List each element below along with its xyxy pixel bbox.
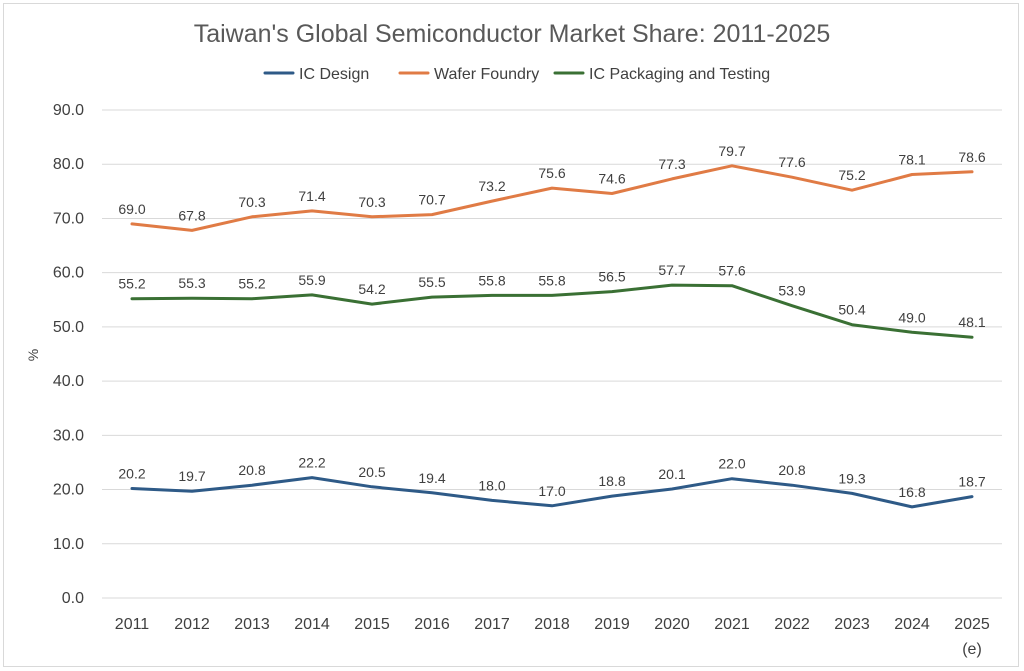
data-label: 70.7 — [418, 192, 445, 208]
data-label: 22.0 — [718, 456, 745, 472]
data-label: 77.6 — [778, 154, 805, 170]
y-tick-label: 10.0 — [53, 536, 84, 553]
data-label: 19.3 — [838, 470, 865, 486]
data-label: 20.5 — [358, 464, 385, 480]
data-label: 20.8 — [238, 462, 265, 478]
data-label: 16.8 — [898, 484, 925, 500]
data-label: 71.4 — [298, 188, 325, 204]
legend-label: Wafer Foundry — [434, 66, 539, 83]
data-label: 57.7 — [658, 262, 685, 278]
x-tick-label: 2016 — [414, 616, 450, 633]
y-tick-label: 30.0 — [53, 427, 84, 444]
data-label: 77.3 — [658, 156, 685, 172]
x-tick-label: 2025 — [954, 616, 990, 633]
y-axis-ticks: 0.0 10.0 20.0 30.0 40.0 50.0 60.0 70.0 80.0 90.0 — [53, 102, 84, 607]
gridlines — [102, 109, 1002, 599]
data-label: 56.5 — [598, 269, 625, 285]
legend: IC Design Wafer Foundry IC Packaging and T… — [263, 66, 770, 83]
data-label: 50.4 — [838, 302, 865, 318]
x-tick-label: 2012 — [174, 616, 210, 633]
legend-label: IC Design — [299, 66, 369, 83]
data-label: 70.3 — [238, 194, 265, 210]
data-label: 18.8 — [598, 473, 625, 489]
chart-frame — [3, 3, 1019, 667]
x-tick-label: 2013 — [234, 616, 270, 633]
y-tick-label: 90.0 — [53, 102, 84, 119]
y-tick-label: 20.0 — [53, 482, 84, 499]
data-label: 75.6 — [538, 165, 565, 181]
x-tick-note: (e) — [962, 641, 982, 658]
data-label: 20.8 — [778, 462, 805, 478]
data-label: 49.0 — [898, 309, 925, 325]
data-label: 55.2 — [238, 276, 265, 292]
data-label: 55.2 — [118, 276, 145, 292]
y-tick-label: 0.0 — [62, 590, 84, 607]
data-label: 55.9 — [298, 272, 325, 288]
data-label: 54.2 — [358, 281, 385, 297]
data-label: 48.1 — [958, 314, 985, 330]
x-tick-label: 2022 — [774, 616, 810, 633]
data-label: 67.8 — [178, 207, 205, 223]
y-tick-label: 80.0 — [53, 156, 84, 173]
data-label: 18.0 — [478, 477, 505, 493]
data-label: 55.5 — [418, 274, 445, 290]
data-label: 20.1 — [658, 466, 685, 482]
series-lines — [130, 164, 974, 509]
chart-title: Taiwan's Global Semiconductor Market Sha… — [194, 20, 831, 48]
x-axis-ticks: 2011 2012 2013 2014 2015 2016 2017 2018 2019 2020… — [115, 616, 990, 633]
data-label: 22.2 — [298, 455, 325, 471]
x-tick-label: 2011 — [115, 616, 150, 633]
data-label: 78.6 — [958, 149, 985, 165]
data-label: 79.7 — [718, 143, 745, 159]
data-label: 20.2 — [118, 465, 145, 481]
x-tick-label: 2014 — [294, 616, 330, 633]
data-label: 74.6 — [598, 171, 625, 187]
data-label: 70.3 — [358, 194, 385, 210]
x-tick-label: 2020 — [654, 616, 690, 633]
x-tick-label: 2019 — [594, 616, 630, 633]
data-label: 55.8 — [538, 272, 565, 288]
x-tick-label: 2015 — [354, 616, 390, 633]
y-tick-label: 70.0 — [53, 210, 84, 227]
y-tick-label: 50.0 — [53, 319, 84, 336]
data-label: 57.6 — [718, 263, 745, 279]
y-axis-label: % — [25, 349, 41, 361]
y-tick-label: 40.0 — [53, 373, 84, 390]
x-tick-label: 2024 — [894, 616, 930, 633]
y-tick-label: 60.0 — [53, 265, 84, 282]
x-tick-label: 2018 — [534, 616, 570, 633]
data-label: 55.8 — [478, 272, 505, 288]
x-tick-label: 2023 — [834, 616, 870, 633]
data-label: 55.3 — [178, 275, 205, 291]
data-label: 73.2 — [478, 178, 505, 194]
x-tick-label: 2021 — [714, 616, 750, 633]
data-labels: 20.2 19.7 20.8 22.2 20.5 19.4 18.0 17.0 18.8 20.1… — [118, 143, 985, 500]
legend-label: IC Packaging and Testing — [589, 66, 770, 83]
data-label: 75.2 — [838, 167, 865, 183]
data-label: 19.7 — [178, 468, 205, 484]
data-label: 17.0 — [538, 483, 565, 499]
data-label: 53.9 — [778, 283, 805, 299]
data-label: 18.7 — [958, 474, 985, 490]
x-tick-label: 2017 — [474, 616, 510, 633]
data-label: 78.1 — [898, 152, 925, 168]
data-label: 19.4 — [418, 470, 445, 486]
data-label: 69.0 — [118, 201, 145, 217]
